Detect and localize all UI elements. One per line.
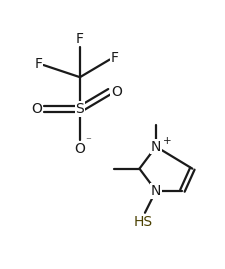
Text: N: N (150, 184, 160, 198)
Text: ⁻: ⁻ (85, 136, 91, 146)
Text: O: O (32, 102, 42, 116)
Text: O: O (74, 142, 85, 156)
Text: HS: HS (133, 215, 152, 229)
Text: F: F (34, 57, 42, 71)
Text: F: F (110, 51, 118, 65)
Text: S: S (75, 102, 84, 116)
Text: N: N (150, 140, 160, 154)
Text: +: + (162, 136, 171, 146)
Text: O: O (110, 84, 121, 98)
Text: F: F (76, 32, 83, 46)
